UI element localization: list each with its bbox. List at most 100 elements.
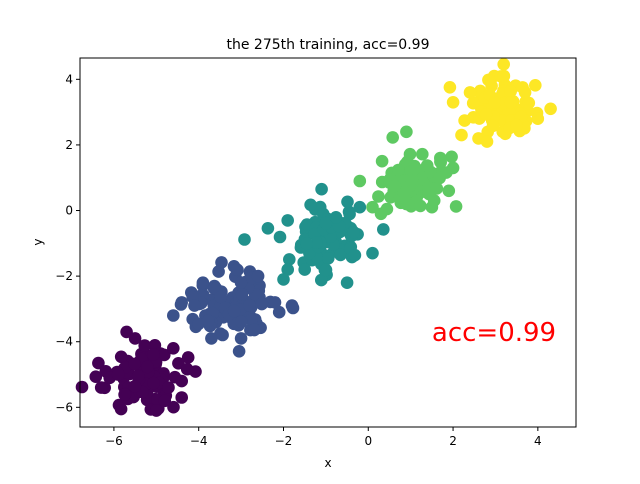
scatter-point-cluster-3 (315, 273, 328, 287)
x-tick-label: 4 (534, 434, 542, 448)
scatter-point-cluster-4 (375, 154, 389, 168)
scatter-point-cluster-1 (120, 325, 133, 339)
scatter-point-cluster-4 (392, 163, 405, 177)
scatter-point-cluster-5 (455, 128, 468, 142)
scatter-point-cluster-3 (281, 214, 295, 227)
scatter-point-cluster-2 (214, 290, 228, 304)
x-tick-label: −4 (190, 434, 208, 448)
scatter-point-cluster-4 (433, 171, 446, 185)
scatter-point-cluster-1 (147, 348, 160, 361)
scatter-point-cluster-3 (366, 246, 379, 260)
scatter-point-cluster-4 (374, 207, 388, 221)
y-axis-label: y (31, 238, 45, 245)
y-tick-label: −2 (55, 269, 73, 283)
scatter-point-cluster-4 (420, 159, 434, 172)
scatter-point-cluster-4 (400, 125, 413, 139)
scatter-point-cluster-4 (372, 190, 385, 203)
scatter-point-cluster-4 (400, 197, 413, 211)
scatter-point-cluster-2 (235, 315, 248, 329)
scatter-point-cluster-5 (504, 84, 517, 98)
scatter-point-cluster-1 (181, 351, 195, 364)
y-tick-label: 0 (65, 204, 73, 218)
y-tick-label: 4 (65, 72, 73, 86)
scatter-point-cluster-4 (353, 174, 367, 188)
scatter-point-cluster-3 (348, 248, 362, 262)
scatter-point-cluster-1 (138, 339, 151, 352)
scatter-point-cluster-5 (482, 73, 495, 87)
scatter-point-cluster-4 (414, 199, 427, 213)
scatter-point-cluster-4 (366, 200, 379, 214)
scatter-point-cluster-2 (285, 299, 299, 312)
scatter-point-cluster-1 (112, 398, 126, 412)
scatter-point-cluster-1 (175, 391, 188, 404)
scatter-point-cluster-2 (272, 305, 286, 319)
scatter-point-cluster-3 (277, 273, 290, 286)
scatter-point-cluster-1 (111, 368, 125, 381)
scatter-point-cluster-3 (261, 222, 275, 235)
scatter-point-cluster-2 (196, 276, 210, 290)
scatter-point-cluster-1 (158, 348, 171, 362)
scatter-point-cluster-2 (235, 288, 249, 301)
scatter-point-cluster-3 (340, 276, 354, 290)
scatter-point-cluster-2 (167, 309, 180, 322)
scatter-point-cluster-1 (118, 388, 131, 401)
scatter-point-cluster-5 (544, 102, 557, 116)
scatter-point-cluster-2 (175, 296, 188, 309)
scatter-point-cluster-1 (167, 400, 180, 414)
scatter-point-cluster-2 (248, 323, 261, 337)
scatter-point-cluster-5 (443, 81, 457, 94)
scatter-point-cluster-5 (488, 96, 502, 109)
scatter-point-cluster-5 (522, 96, 536, 110)
scatter-point-cluster-5 (531, 112, 545, 125)
scatter-point-cluster-1 (128, 357, 141, 371)
scatter-point-cluster-1 (94, 381, 108, 394)
scatter-point-cluster-5 (529, 79, 542, 92)
scatter-point-cluster-1 (128, 332, 142, 345)
scatter-point-cluster-3 (273, 230, 287, 244)
scatter-point-cluster-4 (403, 147, 417, 161)
scatter-point-cluster-1 (132, 369, 145, 383)
scatter-point-cluster-4 (449, 200, 463, 213)
scatter-point-cluster-4 (445, 150, 458, 164)
scatter-point-cluster-5 (518, 86, 532, 99)
scatter-point-cluster-4 (386, 131, 400, 144)
y-tick-label: −6 (55, 400, 73, 414)
scatter-point-cluster-5 (510, 118, 523, 132)
scatter-point-cluster-4 (442, 184, 456, 198)
scatter-point-cluster-3 (319, 263, 333, 277)
scatter-point-cluster-1 (75, 380, 89, 394)
scatter-point-cluster-5 (463, 86, 477, 99)
scatter-point-cluster-5 (466, 96, 480, 110)
scatter-point-cluster-3 (322, 251, 335, 265)
scatter-point-cluster-1 (141, 360, 154, 374)
y-tick-label: −4 (55, 335, 73, 349)
scatter-point-cluster-3 (283, 253, 296, 266)
scatter-point-cluster-5 (446, 96, 460, 109)
scatter-point-cluster-2 (188, 299, 201, 312)
scatter-point-cluster-5 (486, 119, 500, 133)
scatter-point-cluster-1 (114, 350, 128, 364)
scatter-point-cluster-5 (504, 96, 518, 109)
scatter-point-cluster-1 (167, 342, 180, 355)
x-tick-label: −6 (105, 434, 123, 448)
scatter-point-cluster-2 (234, 276, 248, 289)
scatter-point-cluster-5 (479, 108, 493, 121)
points-layer (75, 58, 557, 417)
scatter-point-cluster-4 (416, 147, 429, 161)
scatter-point-cluster-4 (408, 162, 422, 175)
scatter-point-cluster-4 (422, 187, 436, 201)
scatter-point-cluster-4 (446, 161, 460, 175)
scatter-point-cluster-3 (298, 263, 312, 276)
scatter-point-cluster-3 (238, 233, 251, 246)
scatter-point-cluster-1 (92, 356, 105, 370)
scatter-point-cluster-1 (180, 362, 194, 376)
scatter-point-cluster-5 (497, 58, 511, 71)
x-tick-label: −2 (275, 434, 293, 448)
scatter-point-cluster-3 (343, 207, 356, 221)
scatter-point-cluster-1 (175, 374, 188, 388)
scatter-point-cluster-5 (480, 135, 494, 148)
scatter-point-cluster-3 (329, 211, 343, 224)
scatter-point-cluster-2 (192, 317, 205, 331)
